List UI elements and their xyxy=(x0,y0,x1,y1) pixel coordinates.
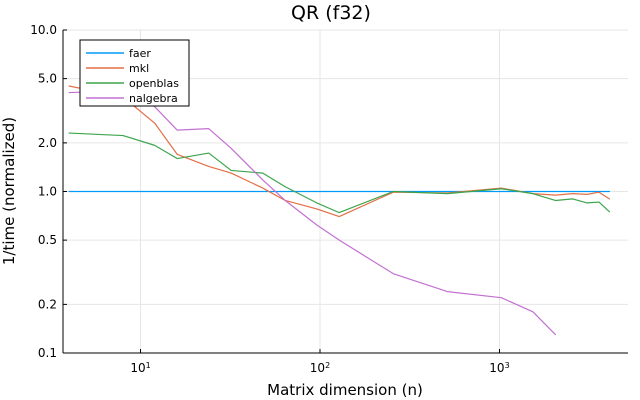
x-tick-label-2: 103 xyxy=(489,361,509,376)
series-line-nalgebra xyxy=(68,90,556,336)
x-axis-label: Matrix dimension (n) xyxy=(267,381,423,399)
legend-label-nalgebra: nalgebra xyxy=(129,92,178,105)
y-tick-label-5: 5.0 xyxy=(38,72,57,86)
series-line-mkl xyxy=(68,85,610,218)
series-line-openblas xyxy=(68,132,610,214)
x-tick-label-0: 101 xyxy=(130,361,150,376)
legend: faer mkl openblas nalgebra xyxy=(79,39,190,107)
y-tick-label-3: 1.0 xyxy=(38,185,57,199)
y-tick-label-4: 2.0 xyxy=(38,136,57,150)
y-axis-label: 1/time (normalized) xyxy=(0,117,18,265)
legend-label-faer: faer xyxy=(129,47,151,60)
chart-title: QR (f32) xyxy=(291,2,371,24)
x-tick-label-1: 102 xyxy=(310,361,330,376)
legend-box xyxy=(79,39,190,107)
y-tick-label-0: 0.1 xyxy=(38,346,57,360)
legend-label-openblas: openblas xyxy=(129,77,179,90)
y-tick-label-6: 10.0 xyxy=(30,23,57,37)
axes-group: 0.1 0.2 0.5 1.0 2.0 5.0 10.0 101 102 103 xyxy=(30,23,509,375)
y-tick-label-2: 0.5 xyxy=(38,233,57,247)
legend-label-mkl: mkl xyxy=(129,62,149,75)
series-group xyxy=(68,85,610,336)
y-tick-label-1: 0.2 xyxy=(38,297,57,311)
